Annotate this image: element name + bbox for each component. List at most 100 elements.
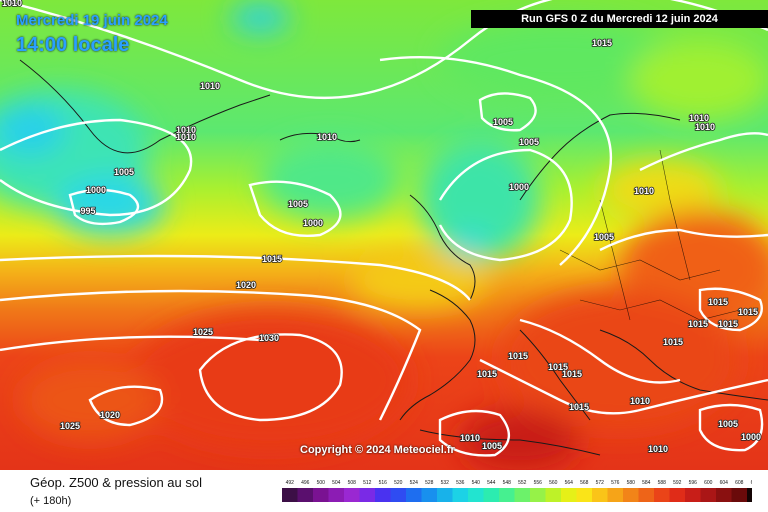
isobar-label: 1005 xyxy=(288,199,308,209)
scale-swatch xyxy=(530,488,546,502)
isobar-label: 1000 xyxy=(303,218,323,228)
isobar-label: 1005 xyxy=(519,137,539,147)
scale-swatch xyxy=(561,488,577,502)
scale-swatch xyxy=(483,488,499,502)
scale-label: 492 xyxy=(286,480,295,486)
isobar-label: 1010 xyxy=(460,433,480,443)
scale-label: 544 xyxy=(487,480,496,486)
scale-label: 600 xyxy=(704,480,713,486)
isobar-label: 1000 xyxy=(86,185,106,195)
scale-label: 552 xyxy=(518,480,527,486)
isobar-label: 1010 xyxy=(200,81,220,91)
scale-swatch xyxy=(499,488,515,502)
scale-swatch xyxy=(452,488,468,502)
isobar-label: 1005 xyxy=(493,117,513,127)
copyright: Copyright © 2024 Meteociel.fr xyxy=(300,444,455,456)
scale-swatch xyxy=(328,488,344,502)
scale-swatch xyxy=(654,488,670,502)
run-info: Run GFS 0 Z du Mercredi 12 juin 2024 xyxy=(471,10,768,28)
scale-label: 612 xyxy=(751,480,752,486)
isobar-label: 1015 xyxy=(663,337,683,347)
isobar-label: 1010 xyxy=(176,132,196,142)
isobar-label: 1015 xyxy=(477,369,497,379)
scale-label: 592 xyxy=(673,480,682,486)
scale-label: 508 xyxy=(348,480,357,486)
scale-label: 560 xyxy=(549,480,558,486)
isobar-label: 1010 xyxy=(695,122,715,132)
isobar-label: 1005 xyxy=(114,167,134,177)
scale-swatch xyxy=(685,488,701,502)
scale-swatch xyxy=(390,488,406,502)
scale-swatch xyxy=(623,488,639,502)
isobar-label: 1015 xyxy=(569,402,589,412)
isobar-label: 1015 xyxy=(562,369,582,379)
isobar-label: 1015 xyxy=(738,307,758,317)
weather-map: 1010 1015 1010 1010 1010 1010 1005 1005 1010 1010… xyxy=(0,0,768,470)
coastlines xyxy=(19,59,768,456)
scale-label: 564 xyxy=(565,480,574,486)
scale-label: 568 xyxy=(580,480,589,486)
scale-label: 548 xyxy=(503,480,512,486)
isobar-label: 1015 xyxy=(688,319,708,329)
isobar-label: 1005 xyxy=(594,232,614,242)
isobar-label: 1025 xyxy=(60,421,80,431)
scale-swatch xyxy=(421,488,437,502)
forecast-time: 14:00 locale xyxy=(16,34,130,56)
scale-swatch xyxy=(592,488,608,502)
scale-swatch xyxy=(545,488,561,502)
borders xyxy=(559,149,741,321)
footer: Géop. Z500 & pression au sol (+ 180h) 49… xyxy=(0,470,768,512)
scale-swatch xyxy=(359,488,375,502)
isobar-label: 1010 xyxy=(2,0,22,8)
scale-label: 584 xyxy=(642,480,651,486)
scale-swatch xyxy=(731,488,747,502)
map-title: Géop. Z500 & pression au sol xyxy=(30,475,202,490)
scale-swatch xyxy=(669,488,685,502)
isobar-label: 1015 xyxy=(508,351,528,361)
scale-label: 528 xyxy=(425,480,434,486)
scale-label: 520 xyxy=(394,480,403,486)
scale-label: 572 xyxy=(596,480,605,486)
forecast-date: Mercredi 19 juin 2024 xyxy=(16,12,168,29)
scale-label: 504 xyxy=(332,480,341,486)
scale-swatch xyxy=(313,488,329,502)
isobar-label: 1010 xyxy=(630,396,650,406)
isobar-label: 1015 xyxy=(708,297,728,307)
scale-label: 512 xyxy=(363,480,372,486)
scale-swatch xyxy=(468,488,484,502)
scale-label: 580 xyxy=(627,480,636,486)
scale-swatch xyxy=(375,488,391,502)
scale-label: 540 xyxy=(472,480,481,486)
height-field xyxy=(0,4,768,470)
isobar-label: 1010 xyxy=(689,113,709,123)
scale-label: 532 xyxy=(441,480,450,486)
scale-label: 604 xyxy=(720,480,729,486)
scale-swatch xyxy=(344,488,360,502)
scale-swatch xyxy=(716,488,732,502)
scale-label: 556 xyxy=(534,480,543,486)
isobar-label: 1015 xyxy=(718,319,738,329)
forecast-range: (+ 180h) xyxy=(30,495,72,507)
isobar-label: 1010 xyxy=(317,132,337,142)
scale-swatch xyxy=(700,488,716,502)
isobar-label: 1015 xyxy=(262,254,282,264)
scale-label: 516 xyxy=(379,480,388,486)
isobar-label: 1020 xyxy=(236,280,256,290)
scale-swatch xyxy=(576,488,592,502)
scale-swatch xyxy=(514,488,530,502)
isobar-lines xyxy=(0,0,768,455)
isobar-label: 1010 xyxy=(176,125,196,135)
scale-label: 576 xyxy=(611,480,620,486)
scale-swatch xyxy=(747,488,752,502)
scale-label: 608 xyxy=(735,480,744,486)
isobar-label: 1015 xyxy=(592,38,612,48)
scale-swatch xyxy=(437,488,453,502)
scale-swatch xyxy=(282,488,298,502)
scale-swatch xyxy=(297,488,313,502)
isobar-label: 1010 xyxy=(634,186,654,196)
scale-label: 524 xyxy=(410,480,419,486)
isobar-label: 1015 xyxy=(548,362,568,372)
scale-label: 588 xyxy=(658,480,667,486)
